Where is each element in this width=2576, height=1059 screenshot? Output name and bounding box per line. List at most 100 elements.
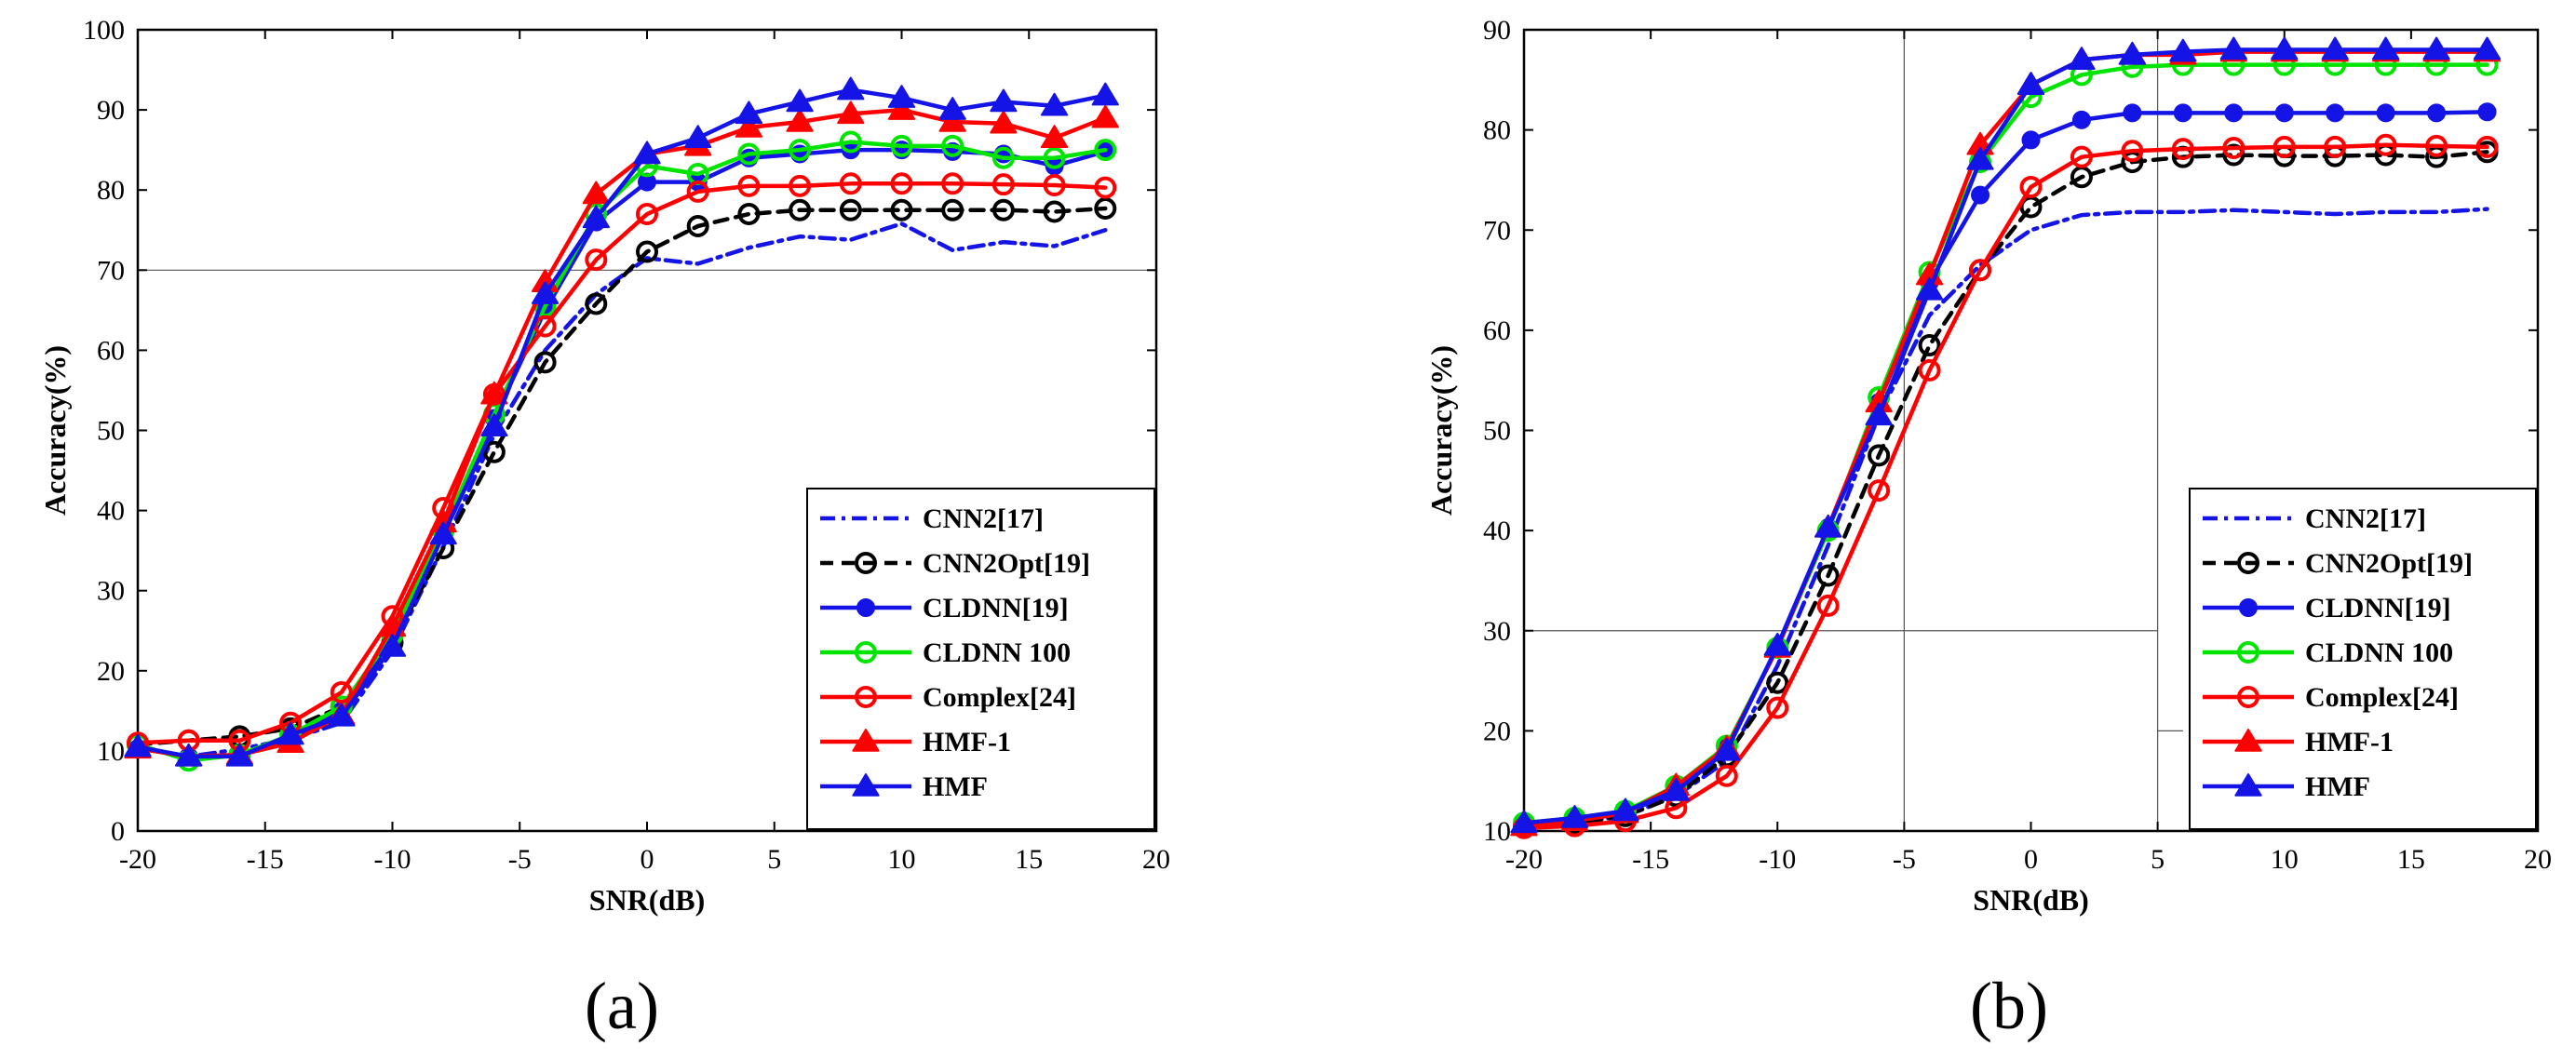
data-point [2071,110,2091,129]
data-point [1612,798,1639,822]
data-point [2016,72,2045,95]
y-tick-label: 70 [1483,215,1511,246]
data-point [1043,174,1066,197]
data-point [684,125,712,148]
data-point [2372,36,2400,60]
series-line [1521,47,2489,825]
x-tick-label: 20 [1142,844,1170,875]
legend-marker [2237,641,2259,664]
y-tick-label: 50 [1483,416,1511,447]
data-point [2123,103,2142,123]
legend-label: Complex[24] [2305,682,2459,713]
y-tick-label: 90 [97,95,125,126]
legend-marker [855,552,877,574]
y-tick-label: 80 [1483,115,1511,146]
data-point [737,203,761,226]
x-tick-label: -15 [247,844,284,875]
legend-marker [2237,552,2259,574]
data-point [890,172,913,195]
legend-label: HMF-1 [2305,727,2394,757]
y-axis-label: Accuracy(%) [1424,345,1458,516]
data-point [1969,259,1992,282]
data-point [991,146,1015,169]
chart-panel-a: -20 -15 -10 -5 0 5 10 15 20 0 10 20 30 40 50 60 70 80 90 10… [38,15,1170,1043]
x-axis-label: SNR(dB) [1973,883,2088,917]
data-point [1713,737,1741,761]
legend-label: HMF-1 [923,727,1011,757]
data-point [737,142,761,166]
x-tick-label: -5 [508,844,532,875]
data-point [1918,334,1941,357]
data-point [2422,36,2450,60]
legend-label: CLDNN 100 [2305,637,2453,668]
data-point [789,198,812,221]
data-point [1918,358,1941,382]
legend-marker [2234,773,2262,797]
data-point [124,733,152,757]
legend-marker [855,641,877,664]
data-point [941,134,964,157]
data-point [887,97,916,120]
data-point [2271,36,2299,60]
panel-caption: (a) [585,969,659,1043]
legend-box [2189,488,2537,830]
y-tick-label: 60 [1483,315,1511,346]
data-point [2224,103,2244,123]
data-point [2321,36,2349,60]
legend-label: CNN2[17] [923,503,1044,534]
data-point [789,139,812,162]
y-tick-label: 80 [97,175,125,206]
data-point [837,76,865,101]
data-point [735,114,763,138]
x-tick-label: 5 [2151,844,2165,875]
data-point [839,198,862,221]
legend-label: CNN2Opt[19] [2305,548,2473,579]
data-point [991,173,1015,196]
data-point [585,292,608,315]
data-point [1094,139,1117,162]
y-tick-label: 10 [97,736,125,767]
data-point [2019,175,2043,198]
data-point [2425,134,2448,157]
data-point [839,172,862,195]
data-point [2475,135,2499,158]
data-point [990,110,1018,134]
x-tick-label: -10 [1759,844,1796,875]
data-point [686,214,709,237]
data-point [1043,146,1066,169]
x-tick-label: 0 [2024,844,2038,875]
x-tick-label: -10 [374,844,411,875]
data-point [1766,696,1789,719]
legend-marker [855,686,877,708]
data-point [1816,564,1840,587]
x-tick-label: -20 [119,844,156,875]
x-tick-label: 10 [2271,844,2299,875]
data-point [2324,135,2347,158]
data-point [1091,104,1119,128]
data-point [1094,197,1117,221]
y-tick-label: 20 [97,656,125,687]
data-point [2219,36,2247,60]
data-point [1094,176,1117,199]
y-tick-label: 40 [1483,516,1511,546]
data-point [1043,200,1066,223]
legend-marker [2234,729,2262,752]
data-point [1763,632,1791,656]
data-point [2477,102,2497,122]
data-point [2171,138,2194,161]
data-point [1814,514,1842,538]
y-axis-label: Accuracy(%) [38,345,72,516]
data-point [2118,41,2147,65]
data-point [938,97,966,120]
legend-box [806,488,1155,830]
y-tick-label: 70 [97,255,125,286]
data-point [480,413,508,436]
data-point [1766,671,1789,694]
data-point [2374,133,2397,156]
data-point [2070,145,2093,168]
data-point [1915,276,1944,301]
data-point [225,743,254,767]
y-tick-label: 30 [1483,616,1511,647]
legend-marker [852,773,880,797]
data-point [2121,140,2144,163]
